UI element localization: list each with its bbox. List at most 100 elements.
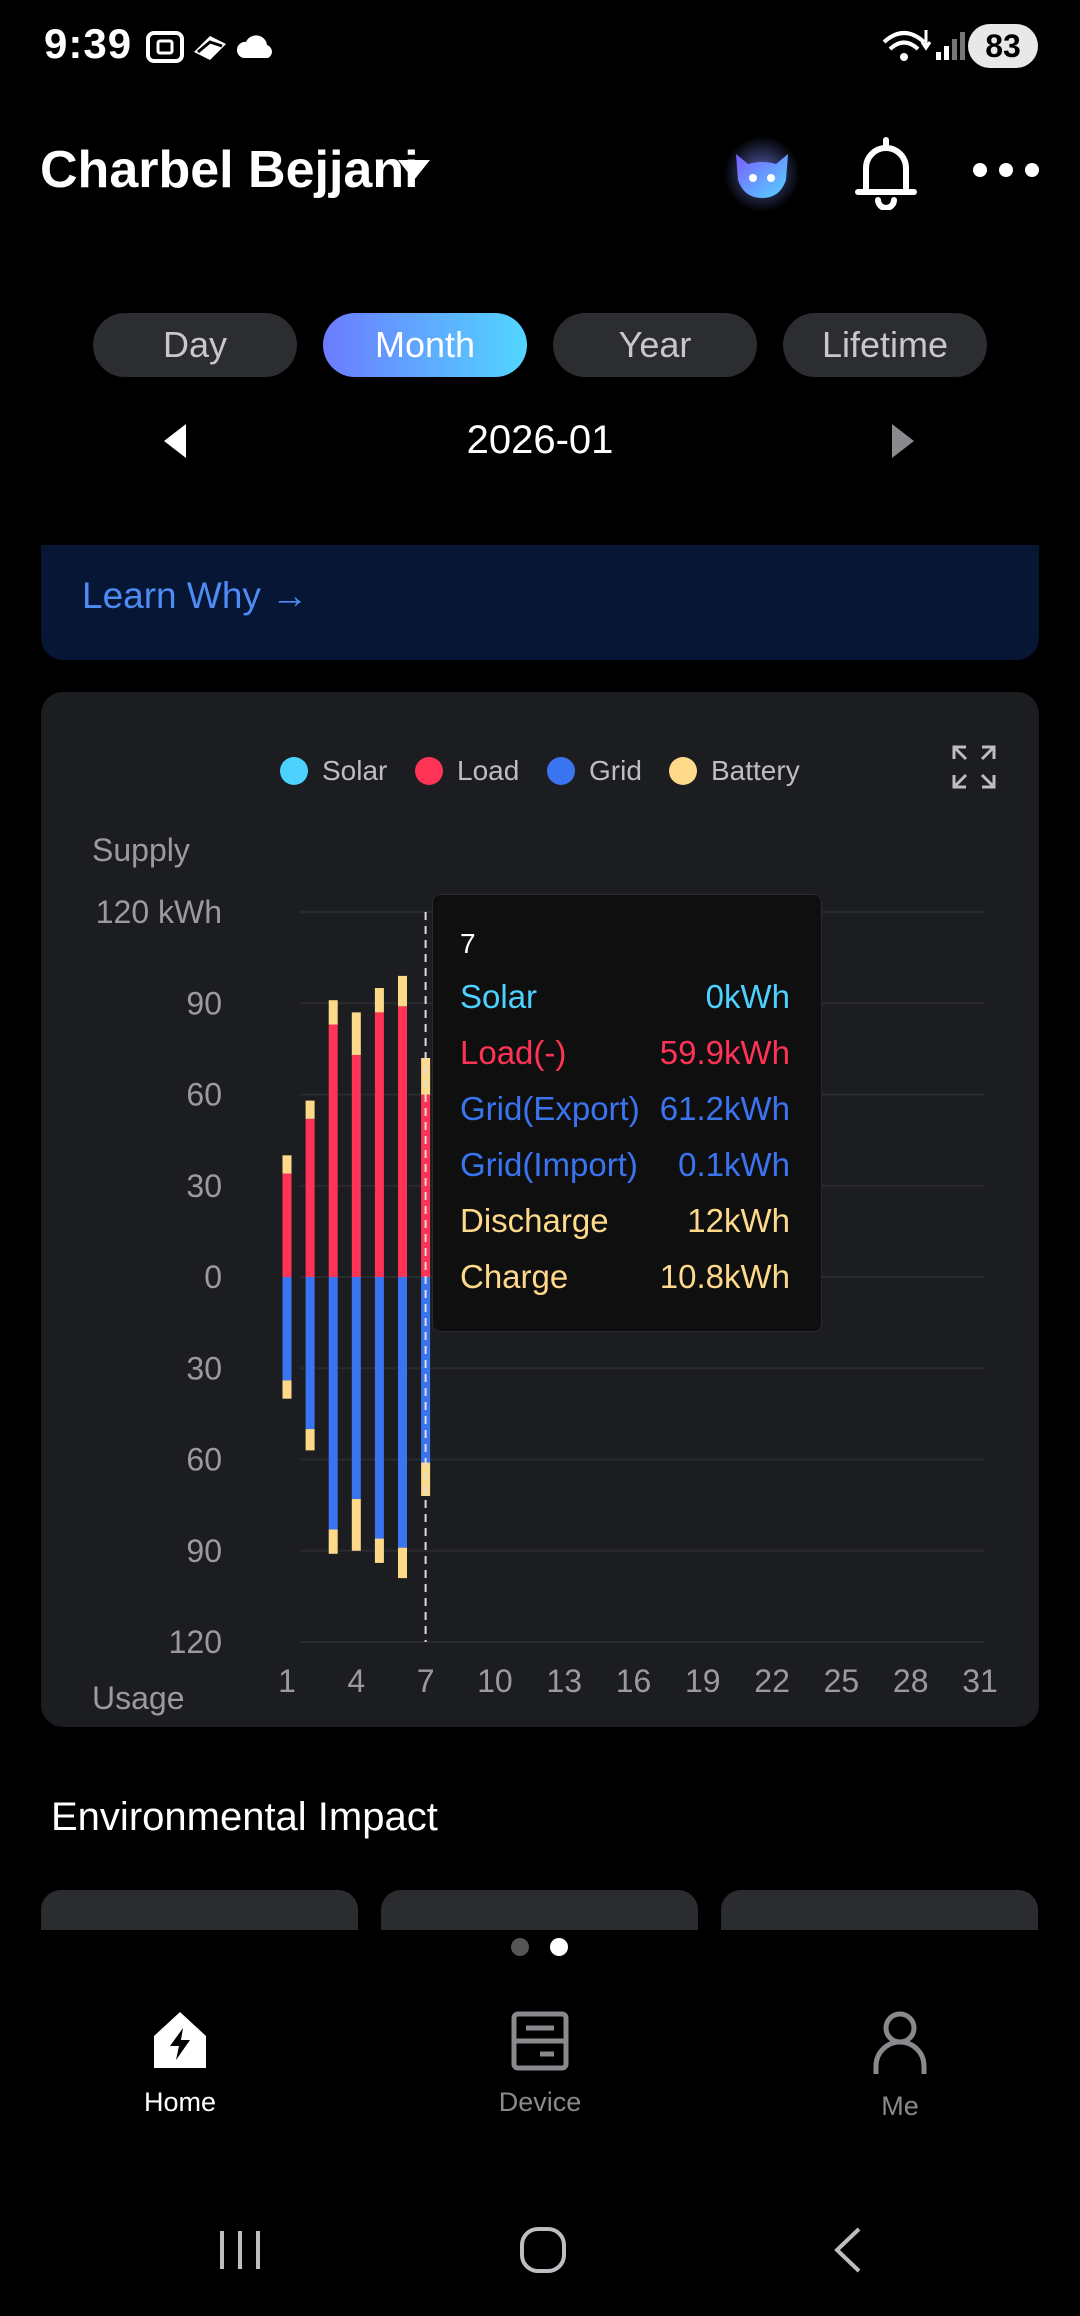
home-button-icon[interactable] [518,2225,568,2275]
environmental-impact-title: Environmental Impact [51,1795,438,1839]
battery-charge-bar [282,1380,292,1399]
battery-charge-bar [305,1429,315,1451]
load-bar [351,1054,361,1277]
legend-grid[interactable]: Grid [547,755,642,787]
grid-bar [305,1277,315,1430]
legend-solar-label: Solar [322,755,388,786]
nav-me[interactable]: Me [800,2010,1000,2122]
fullscreen-icon[interactable] [952,745,996,789]
load-bar [305,1118,315,1277]
tooltip-solar-value: 0kWh [705,978,790,1015]
legend-grid-dot [547,757,575,785]
y-tick-label: 60 [186,1442,222,1478]
load-bar [328,1024,338,1277]
energy-bar-chart: 120 kWh 90 60 30 0 30 60 90 120 1 4 7 10 13 16 19 22 25 2… [96,894,998,1699]
tooltip-row-load: Load(-) 59.9kWh [460,1034,790,1072]
y-tick-label: 60 [186,1077,222,1113]
learn-why-link[interactable]: Learn Why → [82,575,309,616]
y-tick-label: 0 [204,1259,222,1295]
battery-discharge-bar [421,1058,431,1095]
chart-tooltip [432,894,822,1332]
tooltip-solar-label: Solar [460,978,538,1015]
person-icon [873,2011,927,2074]
legend-solar-dot [280,757,308,785]
battery-level: 83 [968,24,1038,68]
account-name[interactable]: Charbel Bejjani [40,141,419,199]
legend-solar[interactable]: Solar [280,755,387,787]
x-tick-label: 16 [616,1663,652,1699]
battery-discharge-bar [351,1012,361,1055]
env-card-3[interactable] [721,1890,1038,1930]
tooltip-charge-label: Charge [460,1258,569,1295]
y-tick-label: 90 [186,985,222,1021]
y-tick-label: 120 [169,1624,222,1660]
tooltip-day: 7 [460,928,476,959]
next-period-icon[interactable] [890,424,914,458]
env-card-2[interactable] [381,1890,698,1930]
x-tick-label: 25 [824,1663,860,1699]
bell-icon[interactable] [852,134,920,210]
recent-apps-icon[interactable] [216,2225,266,2275]
device-icon [511,2011,569,2071]
more-options-icon[interactable] [970,150,1042,190]
x-tick-label: 4 [347,1663,365,1699]
tooltip-grid-import-label: Grid(Import) [460,1146,638,1183]
tab-month[interactable]: Month [323,313,527,377]
grid-bar [282,1277,292,1381]
pager-dot-2[interactable] [550,1938,568,1956]
app-notification-icon [194,36,226,60]
info-banner [41,545,1039,660]
x-tick-label: 13 [546,1663,582,1699]
tooltip-discharge-label: Discharge [460,1202,609,1239]
tooltip-load-label: Load(-) [460,1034,567,1071]
supply-axis-label: Supply [92,832,190,868]
nav-home[interactable]: Home [80,2010,280,2118]
pager-dot-1[interactable] [511,1938,529,1956]
tab-lifetime[interactable]: Lifetime [783,313,987,377]
y-tick-label: 30 [186,1168,222,1204]
load-bar [374,1012,384,1277]
nav-me-label: Me [881,2091,919,2121]
load-bar [282,1173,292,1277]
load-bar [398,1006,407,1277]
tab-year[interactable]: Year [553,313,757,377]
nav-device-label: Device [498,2087,582,2117]
battery-discharge-bar [374,988,384,1013]
signal-icon [936,32,965,60]
tooltip-load-value: 59.9kWh [659,1034,790,1071]
x-tick-label: 22 [754,1663,790,1699]
tooltip-charge-value: 10.8kWh [659,1258,790,1295]
usage-axis-label: Usage [92,1680,185,1716]
back-icon[interactable] [825,2225,875,2275]
nav-home-label: Home [143,2087,217,2117]
battery-charge-bar [351,1499,361,1551]
x-tick-label: 31 [962,1663,998,1699]
tooltip-grid-import-value: 0.1kWh [678,1146,790,1183]
tooltip-row-grid-export: Grid(Export) 61.2kWh [460,1090,790,1128]
nav-device[interactable]: Device [440,2010,640,2118]
grid-bar [421,1277,431,1463]
x-tick-label: 10 [477,1663,513,1699]
battery-discharge-bar [305,1100,315,1119]
assistant-cat-icon[interactable] [722,132,802,212]
legend-load[interactable]: Load [415,755,519,787]
previous-period-icon[interactable] [164,424,188,458]
home-bolt-icon [154,2012,206,2068]
tooltip-discharge-value: 12kWh [687,1202,790,1239]
grid-bar [398,1277,407,1548]
x-tick-label: 1 [278,1663,296,1699]
y-tick-label: 30 [186,1350,222,1386]
legend-load-label: Load [457,755,520,786]
battery-discharge-bar [398,975,407,1007]
x-tick-label: 19 [685,1663,721,1699]
y-tick-label: 90 [186,1533,222,1569]
cloud-icon [236,35,272,58]
env-card-1[interactable] [41,1890,358,1930]
legend-battery-label: Battery [711,755,800,786]
x-tick-label: 28 [893,1663,929,1699]
chevron-down-icon[interactable] [398,160,430,182]
wifi-icon [882,30,932,61]
legend-battery[interactable]: Battery [669,755,800,787]
legend-grid-label: Grid [589,755,642,786]
tab-day[interactable]: Day [93,313,297,377]
